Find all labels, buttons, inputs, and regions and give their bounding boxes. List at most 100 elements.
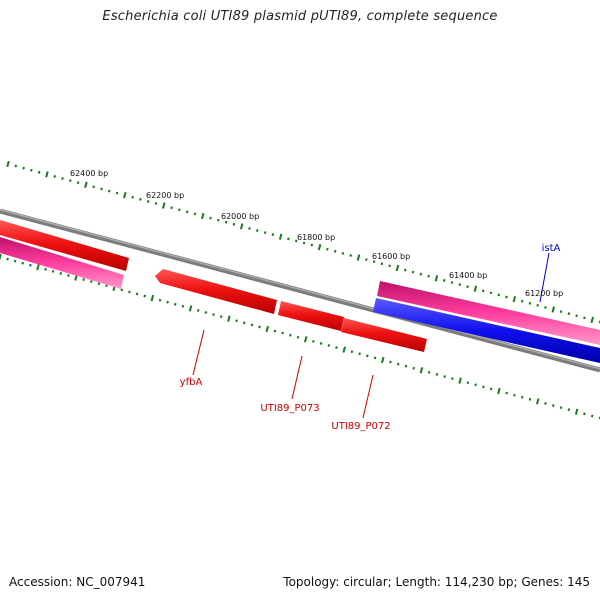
inner-scale-minor-tick — [212, 313, 215, 316]
outer-scale-minor-tick — [427, 274, 430, 278]
inner-scale-minor-tick — [396, 362, 400, 366]
outer-scale-minor-tick — [450, 281, 454, 284]
gene-feature-right-other — [377, 281, 600, 345]
inner-scale-minor-tick — [373, 356, 377, 360]
inner-scale-minor-tick — [435, 373, 439, 376]
inner-scale-minor-tick — [366, 354, 369, 358]
outer-scale-major-tick — [512, 295, 517, 303]
outer-scale-minor-tick — [497, 293, 501, 297]
outer-scale-minor-tick — [388, 264, 391, 268]
gene-feature-left-forward — [0, 220, 129, 271]
inner-scale-minor-tick — [29, 263, 32, 267]
outer-scale-major-tick — [395, 264, 400, 272]
inner-scale-minor-tick — [181, 304, 185, 308]
scale-label-61800: 61800 bp — [297, 233, 335, 242]
inner-scale-minor-tick — [82, 278, 85, 282]
inner-scale-major-tick — [188, 305, 193, 312]
outer-scale-major-tick — [590, 316, 594, 324]
inner-scale-minor-tick — [289, 333, 292, 337]
inner-scale-minor-tick — [358, 352, 361, 356]
outer-scale-minor-tick — [349, 254, 353, 257]
outer-scale-major-tick — [162, 202, 166, 209]
outer-scale-major-tick — [317, 244, 322, 251]
outer-scale-minor-tick — [583, 316, 586, 320]
inner-scale-major-tick — [150, 294, 155, 302]
inner-scale-minor-tick — [204, 311, 208, 314]
outer-scale-minor-tick — [271, 233, 275, 237]
outer-scale-minor-tick — [403, 268, 407, 272]
inner-scale-minor-tick — [120, 288, 124, 292]
gene-label-UTI89_P073: UTI89_P073 — [260, 403, 319, 414]
outer-scale-minor-tick — [380, 262, 384, 266]
inner-scale-minor-tick — [59, 272, 63, 275]
outer-scale-minor-tick — [520, 299, 524, 303]
outer-scale-minor-tick — [302, 241, 306, 245]
scale-label-61600: 61600 bp — [372, 252, 410, 261]
outer-scale-minor-tick — [481, 289, 485, 293]
inner-scale-major-tick — [535, 398, 540, 405]
inner-scale-minor-tick — [173, 302, 177, 306]
outer-scale-major-tick — [239, 223, 244, 230]
topology-summary: Topology: circular; Length: 114,230 bp; … — [283, 575, 590, 589]
outer-scale-minor-tick — [310, 243, 314, 247]
outer-scale-minor-tick — [419, 272, 423, 276]
outer-scale-minor-tick — [53, 175, 57, 178]
scale-label-61200: 61200 bp — [525, 289, 563, 298]
inner-scale-minor-tick — [327, 344, 331, 347]
inner-scale-minor-tick — [489, 387, 493, 391]
label-leader-UTI89_P073 — [291, 355, 303, 400]
outer-scale-major-tick — [434, 275, 439, 282]
outer-scale-minor-tick — [544, 306, 547, 309]
outer-scale-minor-tick — [567, 312, 571, 316]
inner-scale-minor-tick — [520, 395, 524, 399]
scale-label-62200: 62200 bp — [146, 191, 184, 200]
outer-scale-minor-tick — [248, 227, 251, 230]
inner-scale-ticks — [0, 253, 600, 420]
outer-scale-minor-tick — [255, 229, 259, 232]
inner-scale-minor-tick — [404, 364, 408, 368]
outer-scale-minor-tick — [326, 247, 329, 251]
inner-scale-major-tick — [497, 387, 501, 395]
outer-scale-minor-tick — [528, 301, 532, 305]
inner-scale-minor-tick — [583, 412, 586, 416]
inner-scale-minor-tick — [89, 280, 93, 284]
inner-scale-minor-tick — [451, 377, 454, 381]
outer-scale-minor-tick — [107, 189, 111, 193]
outer-scale-minor-tick — [61, 177, 64, 180]
outer-scale-minor-tick — [489, 291, 493, 295]
outer-scale-minor-tick — [37, 170, 41, 174]
sequence-backbone-highlight — [0, 209, 600, 370]
outer-scale-minor-tick — [193, 212, 197, 216]
label-leader-yfbA — [192, 329, 205, 376]
inner-scale-major-tick — [574, 408, 579, 415]
outer-scale-major-tick — [473, 285, 478, 292]
gene-feature-UTI89_P073 — [278, 301, 344, 331]
inner-scale-minor-tick — [250, 323, 254, 327]
outer-scale-minor-tick — [170, 206, 173, 210]
inner-scale-minor-tick — [474, 383, 477, 387]
outer-scale-minor-tick — [131, 195, 134, 199]
outer-scale-minor-tick — [411, 270, 415, 274]
inner-scale-minor-tick — [258, 325, 261, 329]
outer-scale-major-tick — [278, 233, 283, 240]
outer-scale-minor-tick — [76, 181, 80, 185]
outer-scale-minor-tick — [232, 222, 236, 226]
inner-scale-major-tick — [458, 377, 462, 384]
inner-scale-minor-tick — [443, 375, 446, 378]
inner-scale-minor-tick — [6, 257, 9, 261]
inner-scale-minor-tick — [567, 408, 571, 412]
outer-scale-major-tick — [551, 306, 556, 313]
inner-scale-minor-tick — [427, 370, 431, 374]
scale-label-62000: 62000 bp — [221, 212, 259, 221]
outer-scale-minor-tick — [505, 295, 508, 299]
outer-scale-minor-tick — [575, 314, 578, 318]
map-title: Escherichia coli UTI89 plasmid pUTI89, c… — [102, 9, 498, 24]
inner-scale-minor-tick — [590, 414, 594, 418]
label-leader-istA — [539, 252, 550, 303]
inner-scale-minor-tick — [135, 292, 139, 296]
inner-scale-minor-tick — [513, 393, 516, 397]
outer-scale-minor-tick — [139, 197, 142, 201]
outer-scale-minor-tick — [178, 208, 181, 212]
inner-scale-minor-tick — [143, 294, 146, 298]
